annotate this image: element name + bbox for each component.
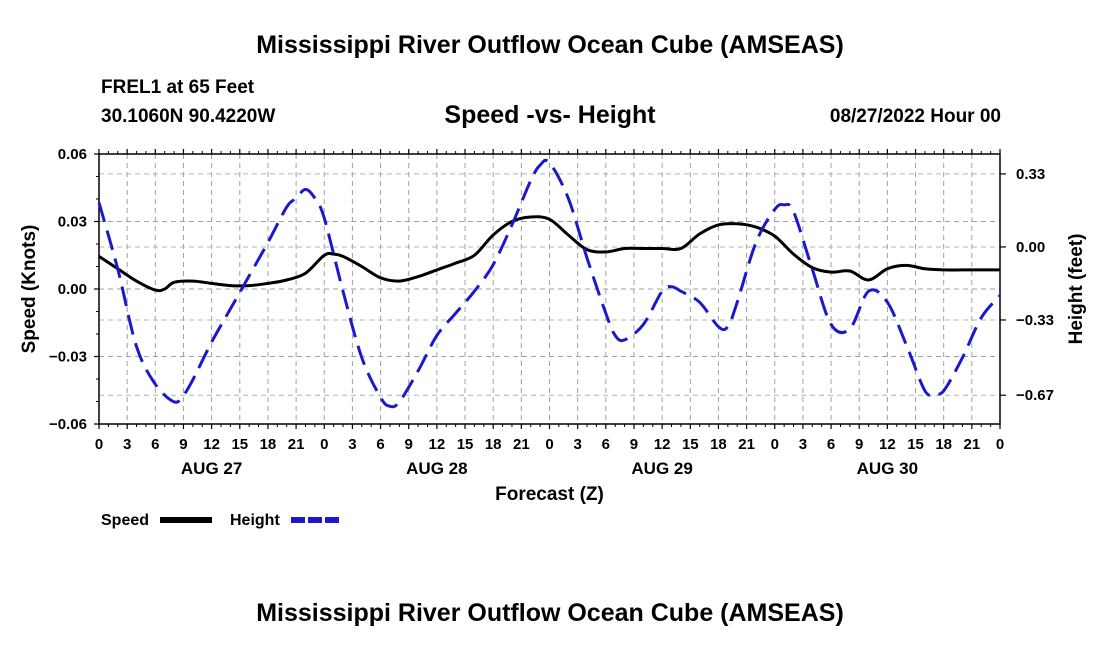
x-tick-label: 21 — [288, 436, 305, 453]
x-tick-label: 21 — [513, 436, 530, 453]
x-tick-label: 21 — [964, 436, 981, 453]
y-tick-label-left: 0.00 — [58, 281, 87, 298]
legend-label-height: Height — [230, 512, 280, 529]
x-tick-label: 0 — [545, 436, 553, 453]
station-label: FREL1 at 65 Feet — [101, 77, 255, 98]
x-tick-label: 6 — [827, 436, 835, 453]
x-tick-label: 0 — [771, 436, 779, 453]
x-tick-label: 3 — [348, 436, 356, 453]
x-tick-label: 0 — [996, 436, 1004, 453]
y-tick-label-right: 0.33 — [1016, 166, 1045, 183]
x-tick-label: 6 — [602, 436, 610, 453]
x-axis-title: Forecast (Z) — [495, 484, 604, 505]
x-tick-label: 12 — [203, 436, 220, 453]
y-tick-label-left: −0.06 — [49, 416, 87, 433]
x-tick-label: 9 — [405, 436, 413, 453]
x-tick-label: 15 — [907, 436, 924, 453]
y-tick-label-right: −0.67 — [1016, 387, 1054, 404]
x-tick-label: 12 — [654, 436, 671, 453]
series-line-speed — [98, 215, 1000, 293]
x-tick-label: 9 — [630, 436, 638, 453]
x-tick-label: 15 — [231, 436, 248, 453]
y-axis-title-right: Height (feet) — [1066, 234, 1087, 345]
x-tick-label: 12 — [879, 436, 896, 453]
x-tick-label: 18 — [935, 436, 952, 453]
station-coordinates: 30.1060N 90.4220W — [101, 106, 276, 127]
y-tick-label-left: −0.03 — [49, 349, 87, 366]
x-tick-label: 18 — [260, 436, 277, 453]
x-tick-label: 6 — [151, 436, 159, 453]
forecast-datetime: 08/27/2022 Hour 00 — [829, 106, 1001, 127]
x-tick-label: 6 — [376, 436, 384, 453]
x-tick-label: 3 — [799, 436, 807, 453]
repeated-chart-title: Mississippi River Outflow Ocean Cube (AM… — [256, 599, 844, 627]
y-axis-title-left: Speed (Knots) — [19, 225, 40, 354]
x-tick-label: 15 — [457, 436, 474, 453]
y-tick-label-right: 0.00 — [1016, 239, 1045, 256]
x-tick-label: 18 — [710, 436, 727, 453]
day-label: AUG 29 — [631, 459, 692, 478]
y-tick-label-right: −0.33 — [1016, 312, 1054, 329]
x-tick-label: 0 — [95, 436, 103, 453]
chart-subtitle: Speed -vs- Height — [444, 101, 656, 129]
x-tick-label: 12 — [429, 436, 446, 453]
day-label: AUG 28 — [406, 459, 467, 478]
series-line-height — [97, 158, 1002, 409]
x-tick-label: 3 — [123, 436, 131, 453]
x-tick-label: 3 — [573, 436, 581, 453]
x-tick-label: 21 — [738, 436, 755, 453]
chart-title: Mississippi River Outflow Ocean Cube (AM… — [256, 31, 844, 59]
legend-label-speed: Speed — [101, 512, 149, 529]
x-tick-label: 18 — [485, 436, 502, 453]
x-tick-label: 15 — [682, 436, 699, 453]
x-tick-label: 9 — [179, 436, 187, 453]
day-label: AUG 30 — [857, 459, 918, 478]
y-tick-label-left: 0.06 — [58, 146, 87, 163]
day-label: AUG 27 — [181, 459, 242, 478]
x-tick-label: 9 — [855, 436, 863, 453]
x-tick-label: 0 — [320, 436, 328, 453]
y-tick-label-left: 0.03 — [58, 214, 87, 231]
